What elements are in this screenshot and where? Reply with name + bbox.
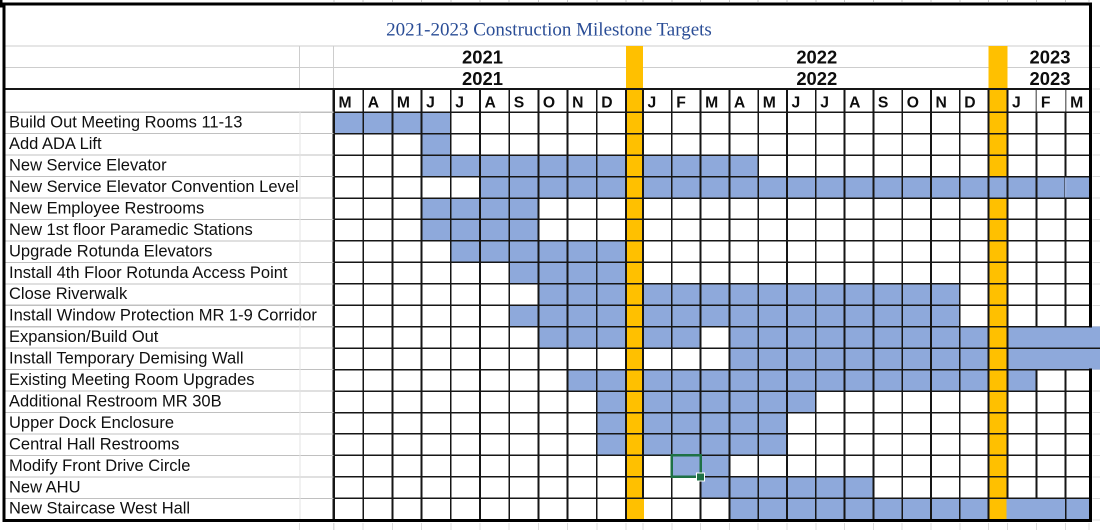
svg-text:Build Out Meeting Rooms 11-13: Build Out Meeting Rooms 11-13	[9, 113, 242, 132]
svg-text:M: M	[339, 94, 352, 111]
svg-text:New Employee Restrooms: New Employee Restrooms	[9, 198, 204, 217]
svg-text:F: F	[1041, 94, 1051, 111]
svg-text:M: M	[397, 94, 410, 111]
svg-text:J: J	[648, 94, 657, 111]
svg-text:Install Window Protection MR 1: Install Window Protection MR 1-9 Corrido…	[9, 306, 317, 325]
svg-text:S: S	[878, 94, 888, 111]
svg-text:New AHU: New AHU	[9, 477, 81, 496]
svg-text:J: J	[426, 94, 435, 111]
svg-text:New Service Elevator: New Service Elevator	[9, 156, 167, 175]
svg-text:Install Temporary Demising Wal: Install Temporary Demising Wall	[9, 349, 244, 368]
svg-text:2022: 2022	[796, 47, 837, 68]
svg-text:N: N	[936, 94, 947, 111]
svg-text:2023: 2023	[1030, 68, 1071, 89]
svg-text:2021: 2021	[462, 47, 503, 68]
svg-text:2021-2023 Construction Milesto: 2021-2023 Construction Milestone Targets	[386, 20, 712, 41]
svg-text:F: F	[676, 94, 686, 111]
svg-text:2023: 2023	[1030, 47, 1071, 68]
svg-text:Add ADA Lift: Add ADA Lift	[9, 134, 102, 153]
svg-text:M: M	[763, 94, 776, 111]
svg-text:2021: 2021	[462, 68, 503, 89]
svg-text:Central Hall Restrooms: Central Hall Restrooms	[9, 434, 179, 453]
svg-text:Expansion/Build Out: Expansion/Build Out	[9, 327, 159, 346]
svg-text:New Service Elevator Conventio: New Service Elevator Convention Level	[9, 177, 299, 196]
svg-text:A: A	[485, 94, 496, 111]
svg-text:New Staircase West Hall: New Staircase West Hall	[9, 499, 190, 518]
svg-text:Close Riverwalk: Close Riverwalk	[9, 284, 128, 303]
svg-text:J: J	[455, 94, 464, 111]
svg-text:O: O	[543, 94, 555, 111]
svg-text:O: O	[907, 94, 919, 111]
svg-text:2022: 2022	[796, 68, 837, 89]
svg-text:Additional Restroom MR 30B: Additional Restroom MR 30B	[9, 392, 222, 411]
svg-text:J: J	[1012, 94, 1021, 111]
svg-text:M: M	[1070, 94, 1083, 111]
svg-text:J: J	[820, 94, 829, 111]
svg-text:S: S	[514, 94, 524, 111]
svg-text:Upgrade Rotunda Elevators: Upgrade Rotunda Elevators	[9, 241, 212, 260]
svg-text:Modify Front Drive Circle: Modify Front Drive Circle	[9, 456, 190, 475]
svg-text:Install 4th Floor Rotunda Acce: Install 4th Floor Rotunda Access Point	[9, 263, 288, 282]
svg-text:A: A	[849, 94, 860, 111]
svg-text:M: M	[705, 94, 718, 111]
svg-text:New 1st floor Paramedic Statio: New 1st floor Paramedic Stations	[9, 220, 253, 239]
svg-text:D: D	[601, 94, 612, 111]
svg-text:Upper Dock Enclosure: Upper Dock Enclosure	[9, 413, 174, 432]
svg-text:J: J	[792, 94, 801, 111]
svg-text:D: D	[964, 94, 975, 111]
svg-text:A: A	[734, 94, 745, 111]
svg-text:A: A	[368, 94, 379, 111]
svg-text:N: N	[572, 94, 583, 111]
svg-text:Existing Meeting Room Upgrades: Existing Meeting Room Upgrades	[9, 370, 255, 389]
